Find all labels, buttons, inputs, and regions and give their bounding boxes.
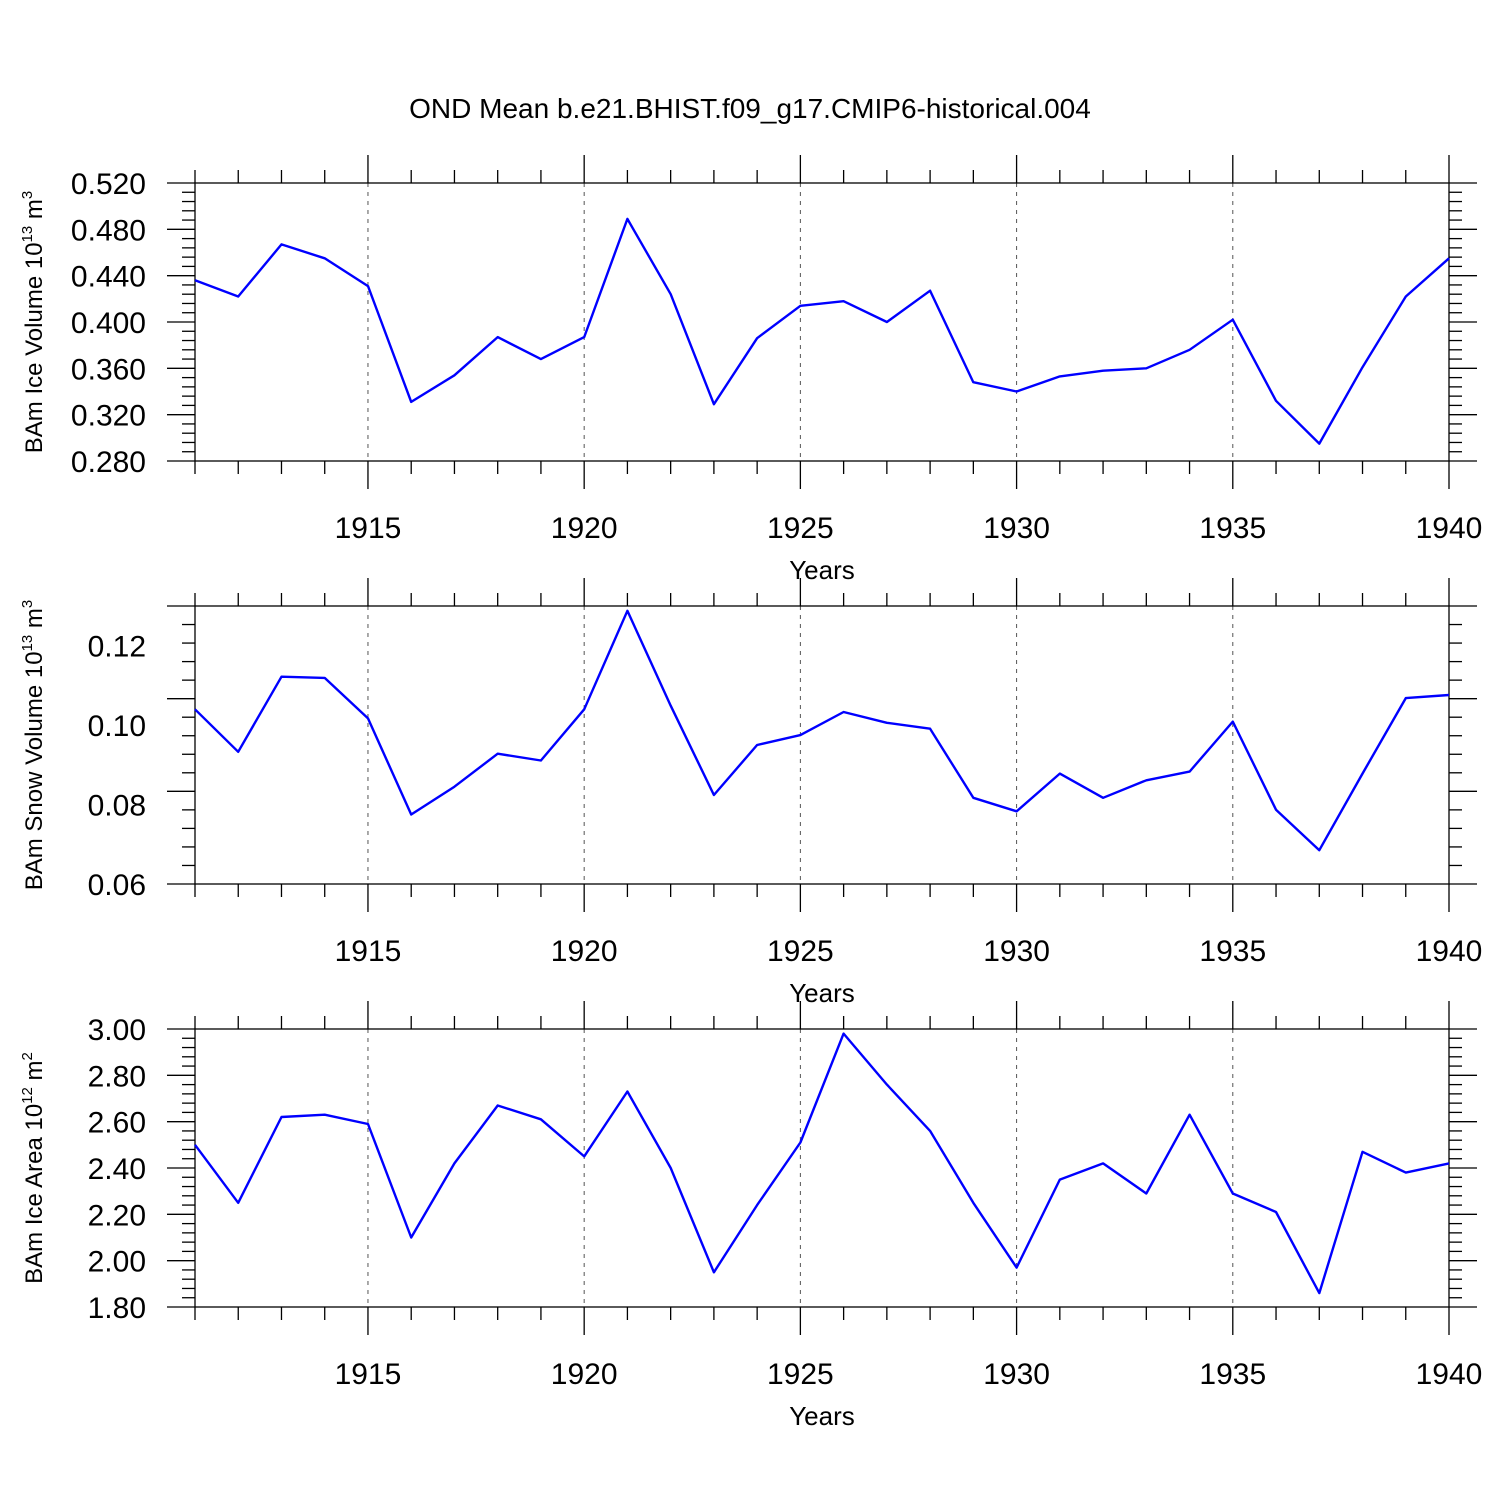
y-tick-label: 0.12 xyxy=(88,631,146,664)
x-tick-label: 1925 xyxy=(767,1358,834,1391)
series-line-ice-volume xyxy=(194,217,1450,445)
y-axis-label-exponent: 13 xyxy=(19,635,36,652)
y-axis-label-text: BAm Ice Area 10 xyxy=(21,1104,48,1284)
panel-ice-volume: 0.520 0.480 0.440 0.400 0.360 0.320 0.280 1915 1… xyxy=(19,155,1482,585)
chart-title: OND Mean b.e21.BHIST.f09_g17.CMIP6-histo… xyxy=(409,93,1091,124)
x-tick-label: 1930 xyxy=(983,1358,1050,1391)
plot-frame xyxy=(194,605,1450,885)
y-axis-label-unit: m xyxy=(21,1060,48,1087)
x-tick-label: 1915 xyxy=(335,512,402,545)
panel-ice-area: 3.00 2.80 2.60 2.40 2.20 2.00 1.80 1915 1920 1925… xyxy=(19,1001,1482,1431)
y-axis-label-exponent: 13 xyxy=(19,226,36,243)
y-tick-label: 0.06 xyxy=(88,869,146,902)
y-axis-label-text: BAm Ice Volume 10 xyxy=(21,242,48,453)
x-tick-label: 1940 xyxy=(1416,935,1483,968)
y-axis-label-text: BAm Snow Volume 10 xyxy=(21,651,48,890)
x-tick-label: 1930 xyxy=(983,512,1050,545)
x-tick-label: 1925 xyxy=(767,512,834,545)
x-axis-label: Years xyxy=(789,555,855,585)
x-tick-label: 1935 xyxy=(1199,935,1266,968)
y-tick-label: 0.400 xyxy=(71,307,146,340)
y-axis-label-unit: m xyxy=(21,608,48,635)
y-tick-label: 2.40 xyxy=(88,1153,146,1186)
y-tick-label: 0.10 xyxy=(88,710,146,743)
y-tick-label: 0.440 xyxy=(71,261,146,294)
plot-frame xyxy=(194,182,1450,462)
series-line-ice-area xyxy=(194,1032,1450,1295)
y-tick-label: 2.00 xyxy=(88,1246,146,1279)
y-axis-label: BAm Ice Area 1012 m2 xyxy=(19,1052,48,1284)
y-tick-label: 0.08 xyxy=(88,790,146,823)
x-tick-label: 1915 xyxy=(335,1358,402,1391)
x-tick-label: 1915 xyxy=(335,935,402,968)
y-tick-label: 2.60 xyxy=(88,1107,146,1140)
x-tick-label: 1940 xyxy=(1416,512,1483,545)
x-tick-label: 1935 xyxy=(1199,512,1266,545)
y-axis-label-unit-exponent: 2 xyxy=(19,1052,36,1060)
y-tick-label: 3.00 xyxy=(88,1014,146,1047)
y-tick-label: 2.80 xyxy=(88,1060,146,1093)
y-tick-label: 2.20 xyxy=(88,1199,146,1232)
y-axis-label-unit-exponent: 3 xyxy=(19,191,36,199)
x-tick-label: 1930 xyxy=(983,935,1050,968)
y-axis-label: BAm Snow Volume 1013 m3 xyxy=(19,600,48,891)
x-tick-label: 1920 xyxy=(551,935,618,968)
y-axis-label-exponent: 12 xyxy=(19,1087,36,1104)
x-tick-label: 1925 xyxy=(767,935,834,968)
y-axis-label-unit-exponent: 3 xyxy=(19,600,36,608)
y-tick-label: 0.520 xyxy=(71,168,146,201)
y-tick-label: 1.80 xyxy=(88,1292,146,1325)
panel-snow-volume: 0.12 0.10 0.08 0.06 1915 1920 1925 1930 1935 1940… xyxy=(19,578,1482,1008)
x-tick-label: 1940 xyxy=(1416,1358,1483,1391)
y-axis-label: BAm Ice Volume 1013 m3 xyxy=(19,191,48,453)
x-tick-label: 1920 xyxy=(551,1358,618,1391)
x-tick-label: 1935 xyxy=(1199,1358,1266,1391)
x-axis-label: Years xyxy=(789,978,855,1008)
y-tick-label: 0.480 xyxy=(71,214,146,247)
y-tick-label: 0.280 xyxy=(71,446,146,479)
series-line-snow-volume xyxy=(194,609,1450,852)
y-axis-label-unit: m xyxy=(21,199,48,226)
x-axis-label: Years xyxy=(789,1401,855,1431)
y-tick-label: 0.360 xyxy=(71,353,146,386)
plot-frame xyxy=(194,1028,1450,1308)
y-tick-label: 0.320 xyxy=(71,400,146,433)
x-tick-label: 1920 xyxy=(551,512,618,545)
